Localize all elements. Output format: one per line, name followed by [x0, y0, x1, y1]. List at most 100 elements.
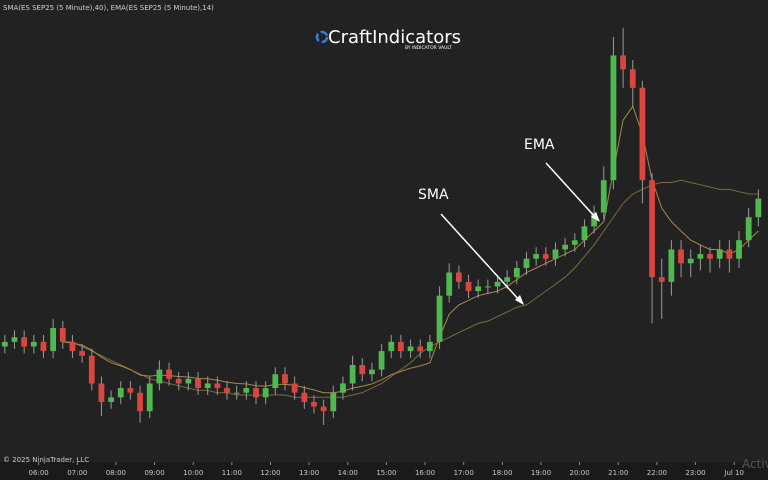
candle-body — [407, 346, 414, 352]
candle-body — [369, 369, 375, 375]
candle-body — [571, 240, 578, 245]
x-tick-label: 14:00 — [338, 469, 358, 477]
candle-body — [484, 286, 491, 288]
arrowhead-ema — [591, 212, 600, 222]
candle-body — [117, 388, 124, 398]
x-tick-label: 21:00 — [608, 469, 628, 477]
candle-body — [417, 346, 424, 352]
candle-body — [349, 364, 356, 384]
x-tick-label: Jul 10 — [723, 469, 744, 477]
candle-body — [340, 383, 346, 393]
candle-body — [736, 240, 742, 259]
candle-body — [30, 341, 37, 347]
candle-body — [620, 55, 626, 70]
x-tick-label: 08:00 — [106, 469, 126, 477]
candle-body — [204, 383, 211, 389]
x-tick-label: 12:00 — [260, 469, 280, 477]
logo-tagline: BY INDICATOR VAULT — [405, 45, 452, 51]
x-tick-label: 18:00 — [492, 469, 512, 477]
candle-body — [523, 258, 530, 268]
candle-body — [127, 388, 134, 393]
candle-body — [455, 272, 462, 282]
candle-body — [175, 378, 182, 384]
x-tick-label: 23:00 — [685, 469, 705, 477]
candle-body — [600, 180, 607, 213]
candle-body — [668, 249, 675, 282]
x-tick-label: 09:00 — [144, 469, 164, 477]
candle-body — [745, 217, 752, 241]
logo-name: CraftIndicators — [328, 27, 461, 48]
x-tick-label: 22:00 — [647, 469, 667, 477]
candle-body — [243, 388, 250, 393]
arrow-ema — [545, 162, 597, 219]
candle-body — [98, 383, 105, 402]
x-tick-label: 06:00 — [29, 469, 49, 477]
candle-body — [542, 254, 549, 259]
candle-body — [108, 397, 114, 402]
candle-body — [426, 341, 433, 352]
candle-body — [610, 55, 617, 181]
candle-body — [311, 401, 317, 407]
candle-body — [166, 369, 172, 379]
candle-body — [156, 369, 163, 384]
x-tick-label: 07:00 — [67, 469, 87, 477]
candle-body — [591, 212, 598, 227]
candle-body — [475, 286, 482, 292]
x-tick-label: 15:00 — [376, 469, 396, 477]
candle-body — [388, 341, 395, 352]
candle-body — [214, 383, 221, 389]
candle-body — [1, 341, 8, 347]
candle-body — [533, 254, 540, 259]
candle-body — [639, 87, 646, 181]
candle-body — [513, 267, 520, 278]
logo-icon — [315, 30, 329, 44]
x-tick-label: 13:00 — [299, 469, 319, 477]
annotation-ema: EMA — [524, 137, 555, 153]
indicator-header: SMA(ES SEP25 (5 Minute),40), EMA(ES SEP2… — [3, 4, 214, 12]
candle-body — [755, 198, 762, 218]
candle-body — [282, 374, 288, 384]
x-axis-bar — [0, 462, 768, 480]
candle-body — [726, 249, 733, 259]
candle-body — [59, 328, 66, 342]
candle-body — [697, 254, 704, 259]
candle-body — [233, 392, 240, 394]
candle-body — [465, 281, 472, 292]
candle-body — [69, 341, 76, 352]
candle-body — [88, 355, 95, 384]
candle-body — [330, 392, 337, 412]
candle-body — [707, 254, 713, 259]
candle-body — [21, 337, 28, 347]
candle-body — [687, 258, 694, 264]
candle-body — [494, 281, 501, 287]
candle-body — [137, 392, 143, 412]
candle-body — [50, 328, 57, 352]
candle-body — [552, 249, 559, 259]
annotation-sma: SMA — [418, 187, 449, 203]
logo: CraftIndicators BY INDICATOR VAULT — [315, 27, 461, 51]
candle-body — [562, 244, 569, 250]
candle-body — [436, 295, 443, 342]
candle-body — [398, 341, 404, 352]
candle-body — [629, 69, 636, 88]
x-tick-label: 17:00 — [454, 469, 474, 477]
candle-body — [378, 351, 385, 370]
arrow-sma — [440, 213, 521, 302]
candle-body — [658, 277, 665, 282]
x-tick-label: 11:00 — [222, 469, 242, 477]
candle-body — [185, 378, 192, 384]
x-tick-label: 19:00 — [531, 469, 551, 477]
candle-body — [581, 226, 588, 241]
candle-body — [678, 249, 684, 264]
candle-body — [272, 374, 279, 389]
candle-body — [320, 406, 327, 412]
candle-body — [146, 383, 153, 412]
candle-body — [649, 180, 655, 278]
annotations: SMA EMA — [418, 137, 600, 305]
x-tick-label: 16:00 — [415, 469, 435, 477]
candle-body — [504, 277, 511, 282]
candle-body — [446, 272, 453, 296]
candle-body — [301, 392, 308, 402]
